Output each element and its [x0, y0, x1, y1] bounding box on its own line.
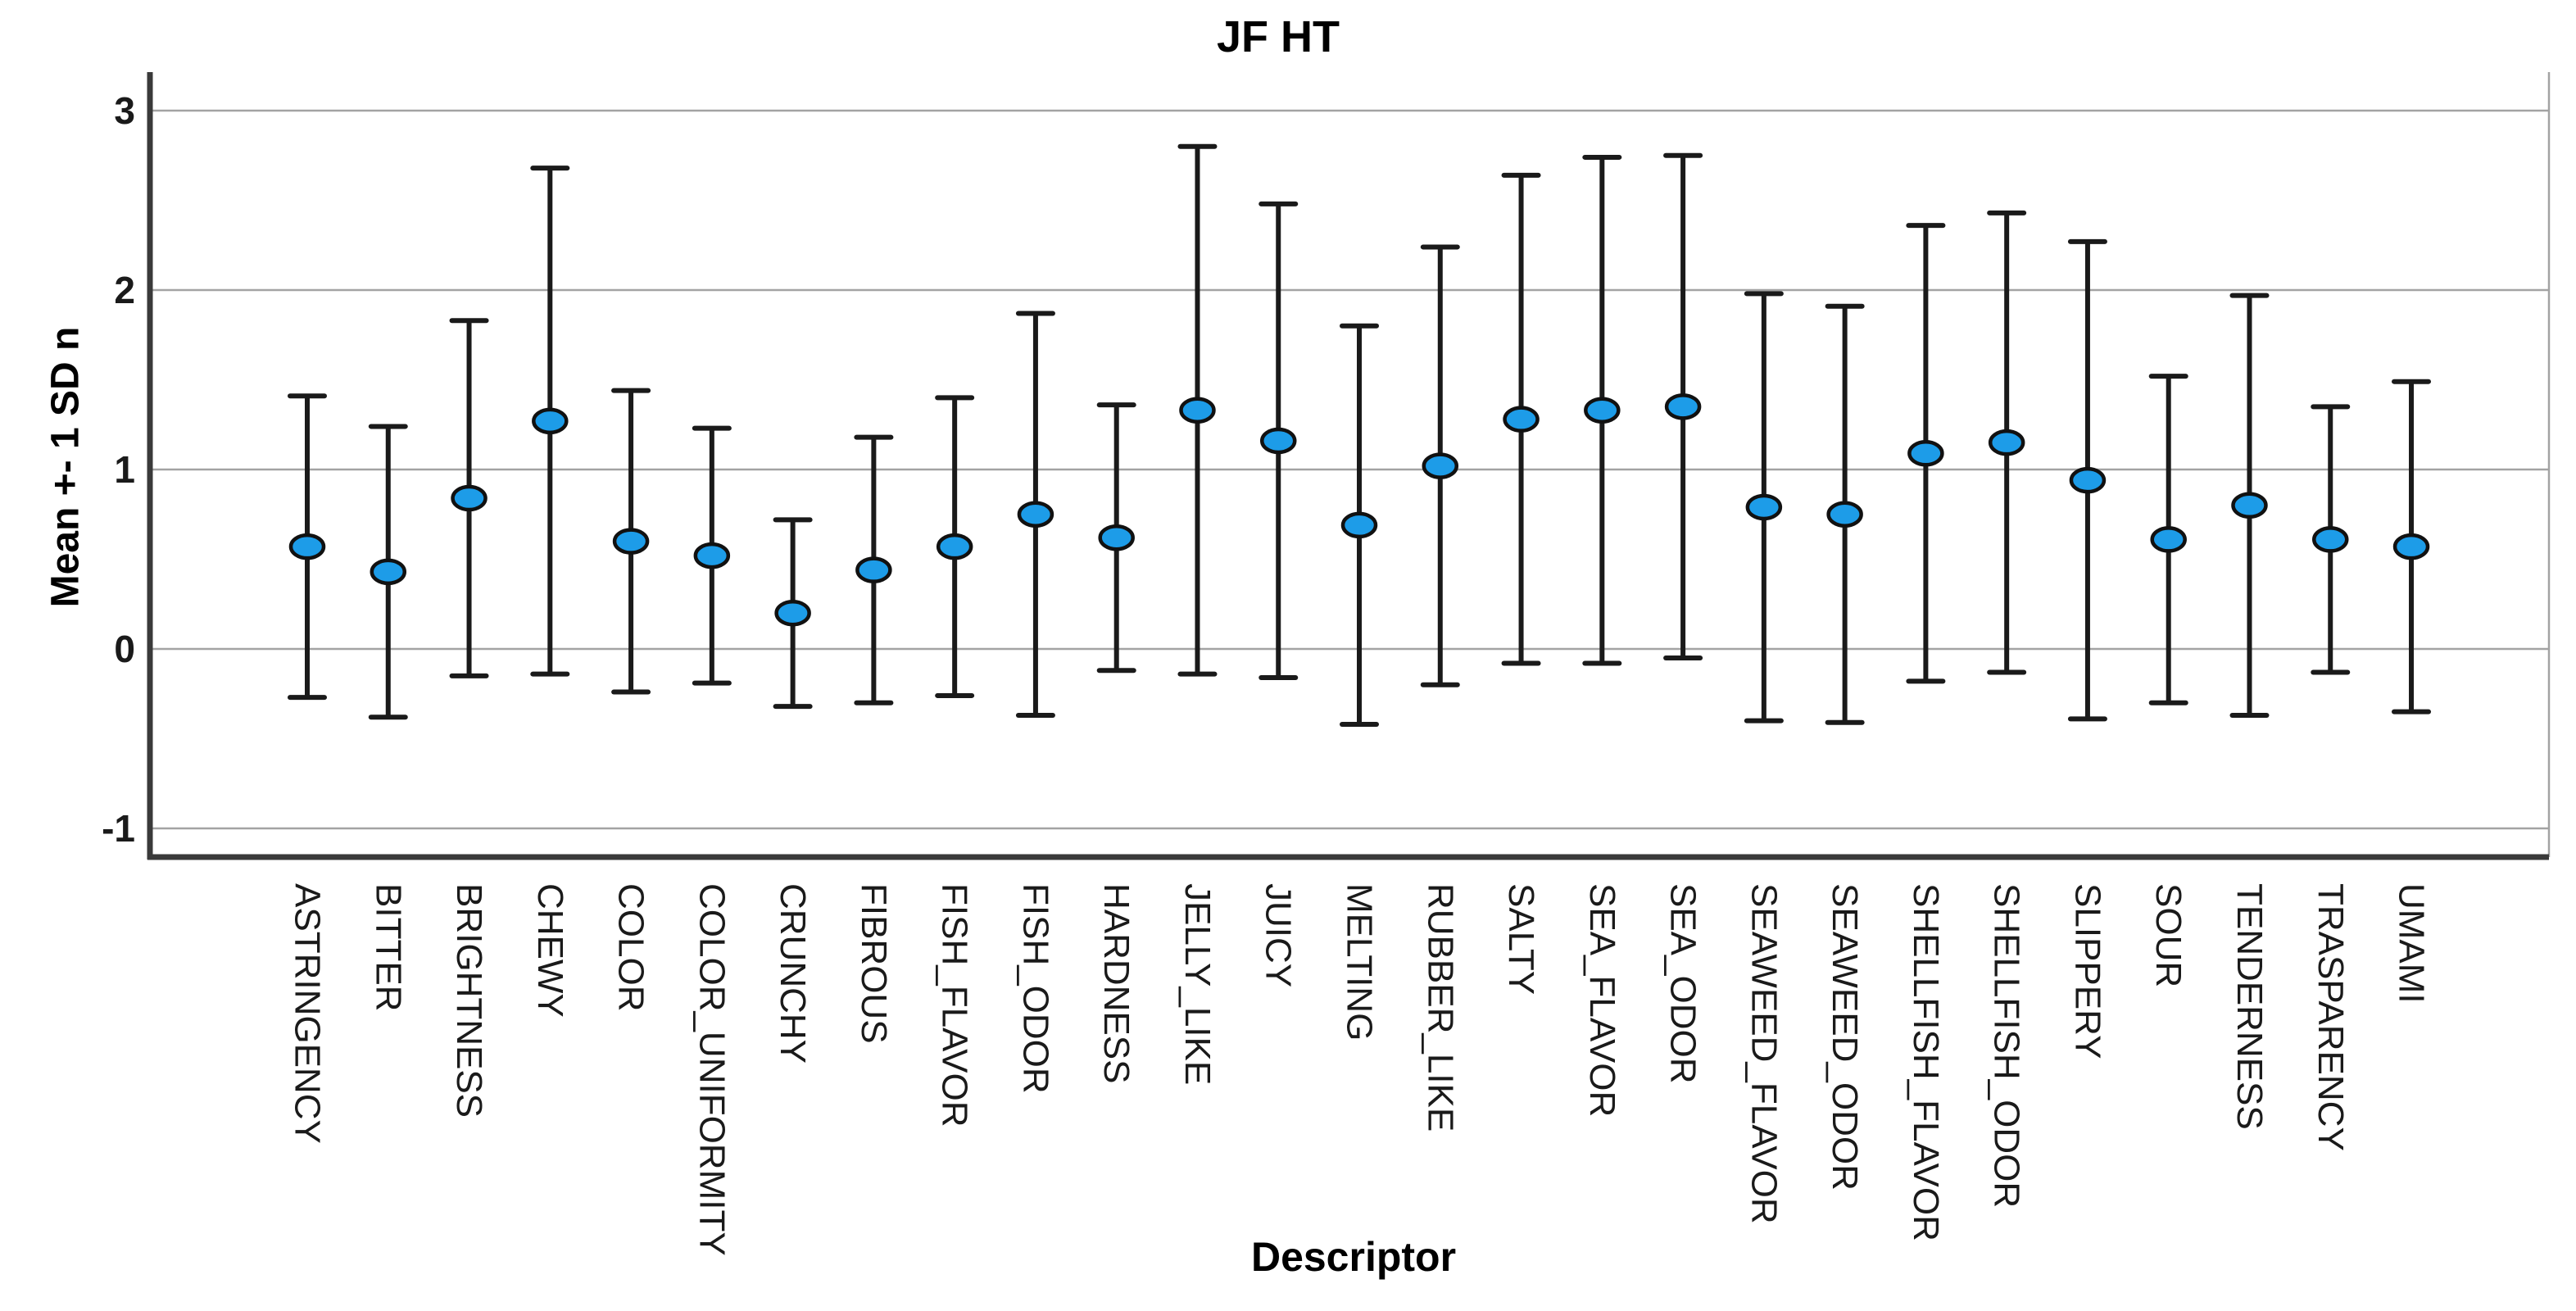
mean-marker	[2392, 533, 2430, 560]
mean-marker	[1988, 429, 2025, 456]
x-category-label: COLOR_UNIFORMITY	[692, 883, 732, 1256]
x-category-label: SEA_ODOR	[1663, 883, 1703, 1084]
mean-marker	[1340, 511, 1378, 539]
mean-marker	[532, 407, 569, 435]
mean-marker	[1745, 493, 1783, 521]
y-tick-label: 2	[114, 269, 135, 311]
x-category-label: SEAWEED_FLAVOR	[1744, 883, 1784, 1224]
x-category-label: CHEWY	[530, 883, 570, 1018]
mean-marker	[855, 556, 892, 583]
mean-marker	[1503, 406, 1540, 433]
x-category-label: JUICY	[1259, 883, 1299, 987]
x-category-label: SEAWEED_ODOR	[1825, 883, 1865, 1191]
y-tick-label: 3	[114, 89, 135, 132]
mean-marker	[451, 484, 488, 512]
x-category-label: BITTER	[368, 883, 408, 1011]
mean-marker	[1259, 427, 1297, 455]
x-category-label: HARDNESS	[1096, 883, 1136, 1084]
x-category-label: SEA_FLAVOR	[1582, 883, 1622, 1117]
mean-marker	[612, 528, 650, 555]
mean-marker	[2231, 492, 2268, 519]
mean-marker	[1584, 397, 1621, 424]
x-category-label: FIBROUS	[854, 883, 894, 1044]
mean-marker	[2150, 526, 2187, 553]
mean-marker	[1664, 393, 1702, 420]
x-category-label: TENDERNESS	[2229, 883, 2270, 1130]
x-category-label: FISH_FLAVOR	[935, 883, 975, 1127]
x-category-label: RUBBER_LIKE	[1420, 883, 1460, 1132]
y-tick-label: 1	[114, 448, 135, 491]
x-category-label: COLOR	[611, 883, 651, 1011]
x-category-label: UMAMI	[2392, 883, 2432, 1004]
x-category-label: TRASPARENCY	[2311, 883, 2351, 1151]
mean-marker	[1179, 397, 1216, 424]
mean-marker	[774, 599, 811, 627]
y-tick-label: -1	[102, 807, 135, 850]
y-tick-label: 0	[114, 628, 135, 670]
mean-marker	[2069, 466, 2107, 494]
mean-marker	[1907, 440, 1944, 467]
mean-marker	[1826, 501, 1863, 528]
x-category-label: JELLY_LIKE	[1177, 883, 1218, 1085]
mean-marker	[370, 558, 407, 586]
mean-marker	[1422, 452, 1459, 479]
x-category-label: ASTRINGENCY	[288, 883, 328, 1144]
mean-marker	[693, 542, 731, 569]
mean-marker	[1098, 524, 1135, 551]
mean-marker	[1017, 501, 1054, 528]
x-category-label: BRIGHTNESS	[449, 883, 489, 1118]
x-category-label: MELTING	[1340, 883, 1380, 1041]
mean-marker	[936, 533, 973, 560]
mean-marker	[2312, 526, 2349, 553]
chart-title: JF HT	[1216, 12, 1340, 61]
y-axis-title: Mean +- 1 SD n	[43, 326, 88, 608]
x-category-label: SALTY	[1501, 883, 1541, 995]
mean-marker	[288, 533, 326, 560]
x-category-label: SLIPPERY	[2067, 883, 2107, 1059]
x-axis-title: Descriptor	[1250, 1234, 1457, 1280]
x-category-label: SHELLFISH_ODOR	[1987, 883, 2027, 1208]
x-category-label: SOUR	[2148, 883, 2188, 987]
x-category-label: FISH_ODOR	[1015, 883, 1055, 1094]
x-category-label: CRUNCHY	[773, 883, 813, 1064]
x-category-label: SHELLFISH_FLAVOR	[1906, 883, 1946, 1241]
